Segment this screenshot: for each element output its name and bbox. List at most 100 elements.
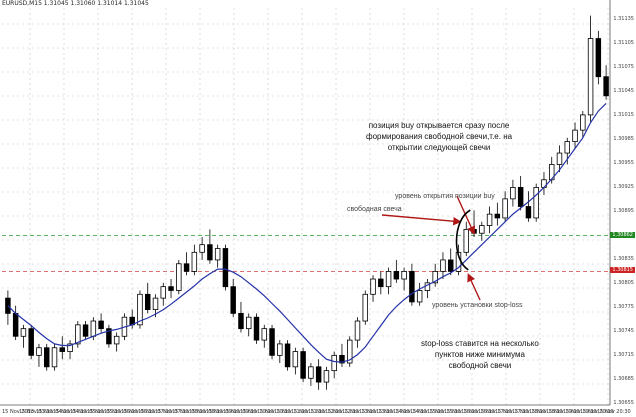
bull-candle [137, 293, 143, 326]
bull-candle [214, 248, 221, 261]
annotation-entry-level: уровень открытия позиции buy [395, 193, 495, 200]
bear-candle [82, 324, 89, 337]
time-tick-label: 15 Nov 19:30 [563, 409, 597, 415]
bull-candle [479, 225, 485, 234]
bear-candle [238, 312, 244, 330]
bull-candle [75, 324, 81, 345]
bull-candle [572, 129, 578, 143]
bear-candle [315, 366, 322, 383]
price-tick-label: 1.31075 [613, 64, 634, 70]
time-tick-label: 15 Nov 16:00 [444, 409, 478, 415]
time-tick-label: 15 Nov 10:30 [257, 409, 291, 415]
time-tick-label: 15 Nov 15:00 [410, 409, 444, 415]
bear-candle [144, 293, 151, 310]
time-tick-label: 15 Nov 05:30 [87, 409, 121, 415]
price-tick-label: 1.30955 [613, 160, 634, 166]
bull-candle [401, 270, 407, 280]
bull-candle [486, 213, 493, 226]
price-tick-label: 1.30895 [613, 208, 634, 214]
time-tick-label: 15 Nov 07:00 [138, 409, 172, 415]
bull-candle [370, 278, 376, 295]
bear-candle [409, 270, 415, 303]
time-tick-label: 15 Nov 19:00 [546, 409, 580, 415]
bull-candle [199, 244, 205, 253]
bull-candle [510, 187, 516, 200]
moving-average [7, 102, 607, 363]
candles [5, 15, 609, 390]
annotation-stop-level: уровень установки stop-loss [432, 302, 523, 309]
time-tick-label: 15 Nov 15:30 [427, 409, 461, 415]
time-tick-label: 15 Nov 03:30 [19, 409, 53, 415]
bull-candle [113, 335, 120, 345]
time-tick-label: 15 Nov 04:00 [36, 409, 70, 415]
bull-candle [176, 263, 182, 291]
bull-candle [463, 229, 470, 253]
annotation-buy-position: позиция buy открывается сразу после форм… [366, 121, 513, 152]
bear-candle [207, 244, 213, 261]
bull-candle [564, 141, 571, 154]
time-tick-label: 15 Nov 12:00 [308, 409, 342, 415]
bear-candle [517, 187, 524, 207]
bear-candle [28, 328, 34, 356]
bull-candle [20, 328, 27, 337]
bull-candle [308, 366, 314, 379]
bull-candle [261, 328, 268, 341]
bear-candle [393, 270, 400, 280]
bear-candle [44, 347, 50, 368]
bull-candle [385, 270, 392, 288]
time-tick-label: 15 Nov 06:30 [121, 409, 155, 415]
bull-candle [323, 370, 330, 383]
price-tick-label: 1.30655 [613, 400, 634, 406]
annotation-stop-note: stop-loss ставится на несколько пунктов … [421, 339, 539, 370]
bear-candle [12, 312, 19, 337]
stop-arrow [467, 273, 481, 301]
bear-candle [183, 263, 190, 272]
bull-candle [533, 187, 539, 219]
bear-candle [339, 354, 345, 364]
bull-candle [36, 347, 42, 356]
chart-title: EURUSD,M15 1.31045 1.31060 1.31014 1.310… [2, 0, 149, 7]
bull-candle [292, 351, 299, 368]
bear-candle [525, 206, 532, 219]
bull-candle [331, 354, 337, 372]
time-tick-label: 15 Nov 11:30 [291, 409, 325, 415]
price-tick-label: 1.31045 [613, 88, 634, 94]
bear-candle [59, 347, 65, 352]
bull-candle [152, 297, 159, 310]
entry-price-tag: 1.30862 [610, 231, 635, 238]
time-tick-label: 15 Nov 12:30 [325, 409, 359, 415]
free-candle-bracket [455, 209, 471, 271]
bear-candle [168, 286, 174, 291]
bull-candle [362, 293, 369, 322]
bull-candle [354, 320, 361, 341]
bull-candle [580, 114, 586, 131]
bull-candle [245, 316, 252, 330]
price-tick-label: 1.30985 [613, 136, 634, 142]
bull-candle [502, 198, 508, 219]
bear-candle [284, 343, 291, 368]
time-tick-label: 15 Nov 13:00 [342, 409, 376, 415]
bull-candle [432, 270, 438, 284]
bear-candle [253, 316, 260, 341]
time-tick-label: 15 Nov 14:30 [393, 409, 427, 415]
price-tick-label: 1.31105 [613, 40, 634, 46]
time-tick-label: 15 Nov 07:30 [155, 409, 189, 415]
time-tick-label: 15 Nov 04:30 [53, 409, 87, 415]
time-tick-label: 15 Nov 16:30 [461, 409, 495, 415]
bear-candle [269, 328, 275, 356]
bear-candle [494, 213, 501, 219]
bull-candle [67, 343, 73, 352]
price-tick-label: 1.30775 [613, 304, 634, 310]
bear-candle [595, 38, 602, 78]
time-tick-label: 15 Nov 20:00 [580, 409, 614, 415]
price-tick-label: 1.30685 [613, 376, 634, 382]
time-tick-label: 15 Nov 06:00 [104, 409, 138, 415]
price-tick-label: 1.30925 [613, 184, 634, 190]
stop-price-tag: 1.30815 [610, 267, 635, 274]
bear-candle [222, 248, 229, 288]
time-tick-label: 15 Nov 14:00 [376, 409, 410, 415]
time-tick-label: 15 Nov 11:00 [274, 409, 308, 415]
bull-candle [277, 343, 283, 356]
annotation-free-candle: свободная свеча [347, 206, 402, 213]
